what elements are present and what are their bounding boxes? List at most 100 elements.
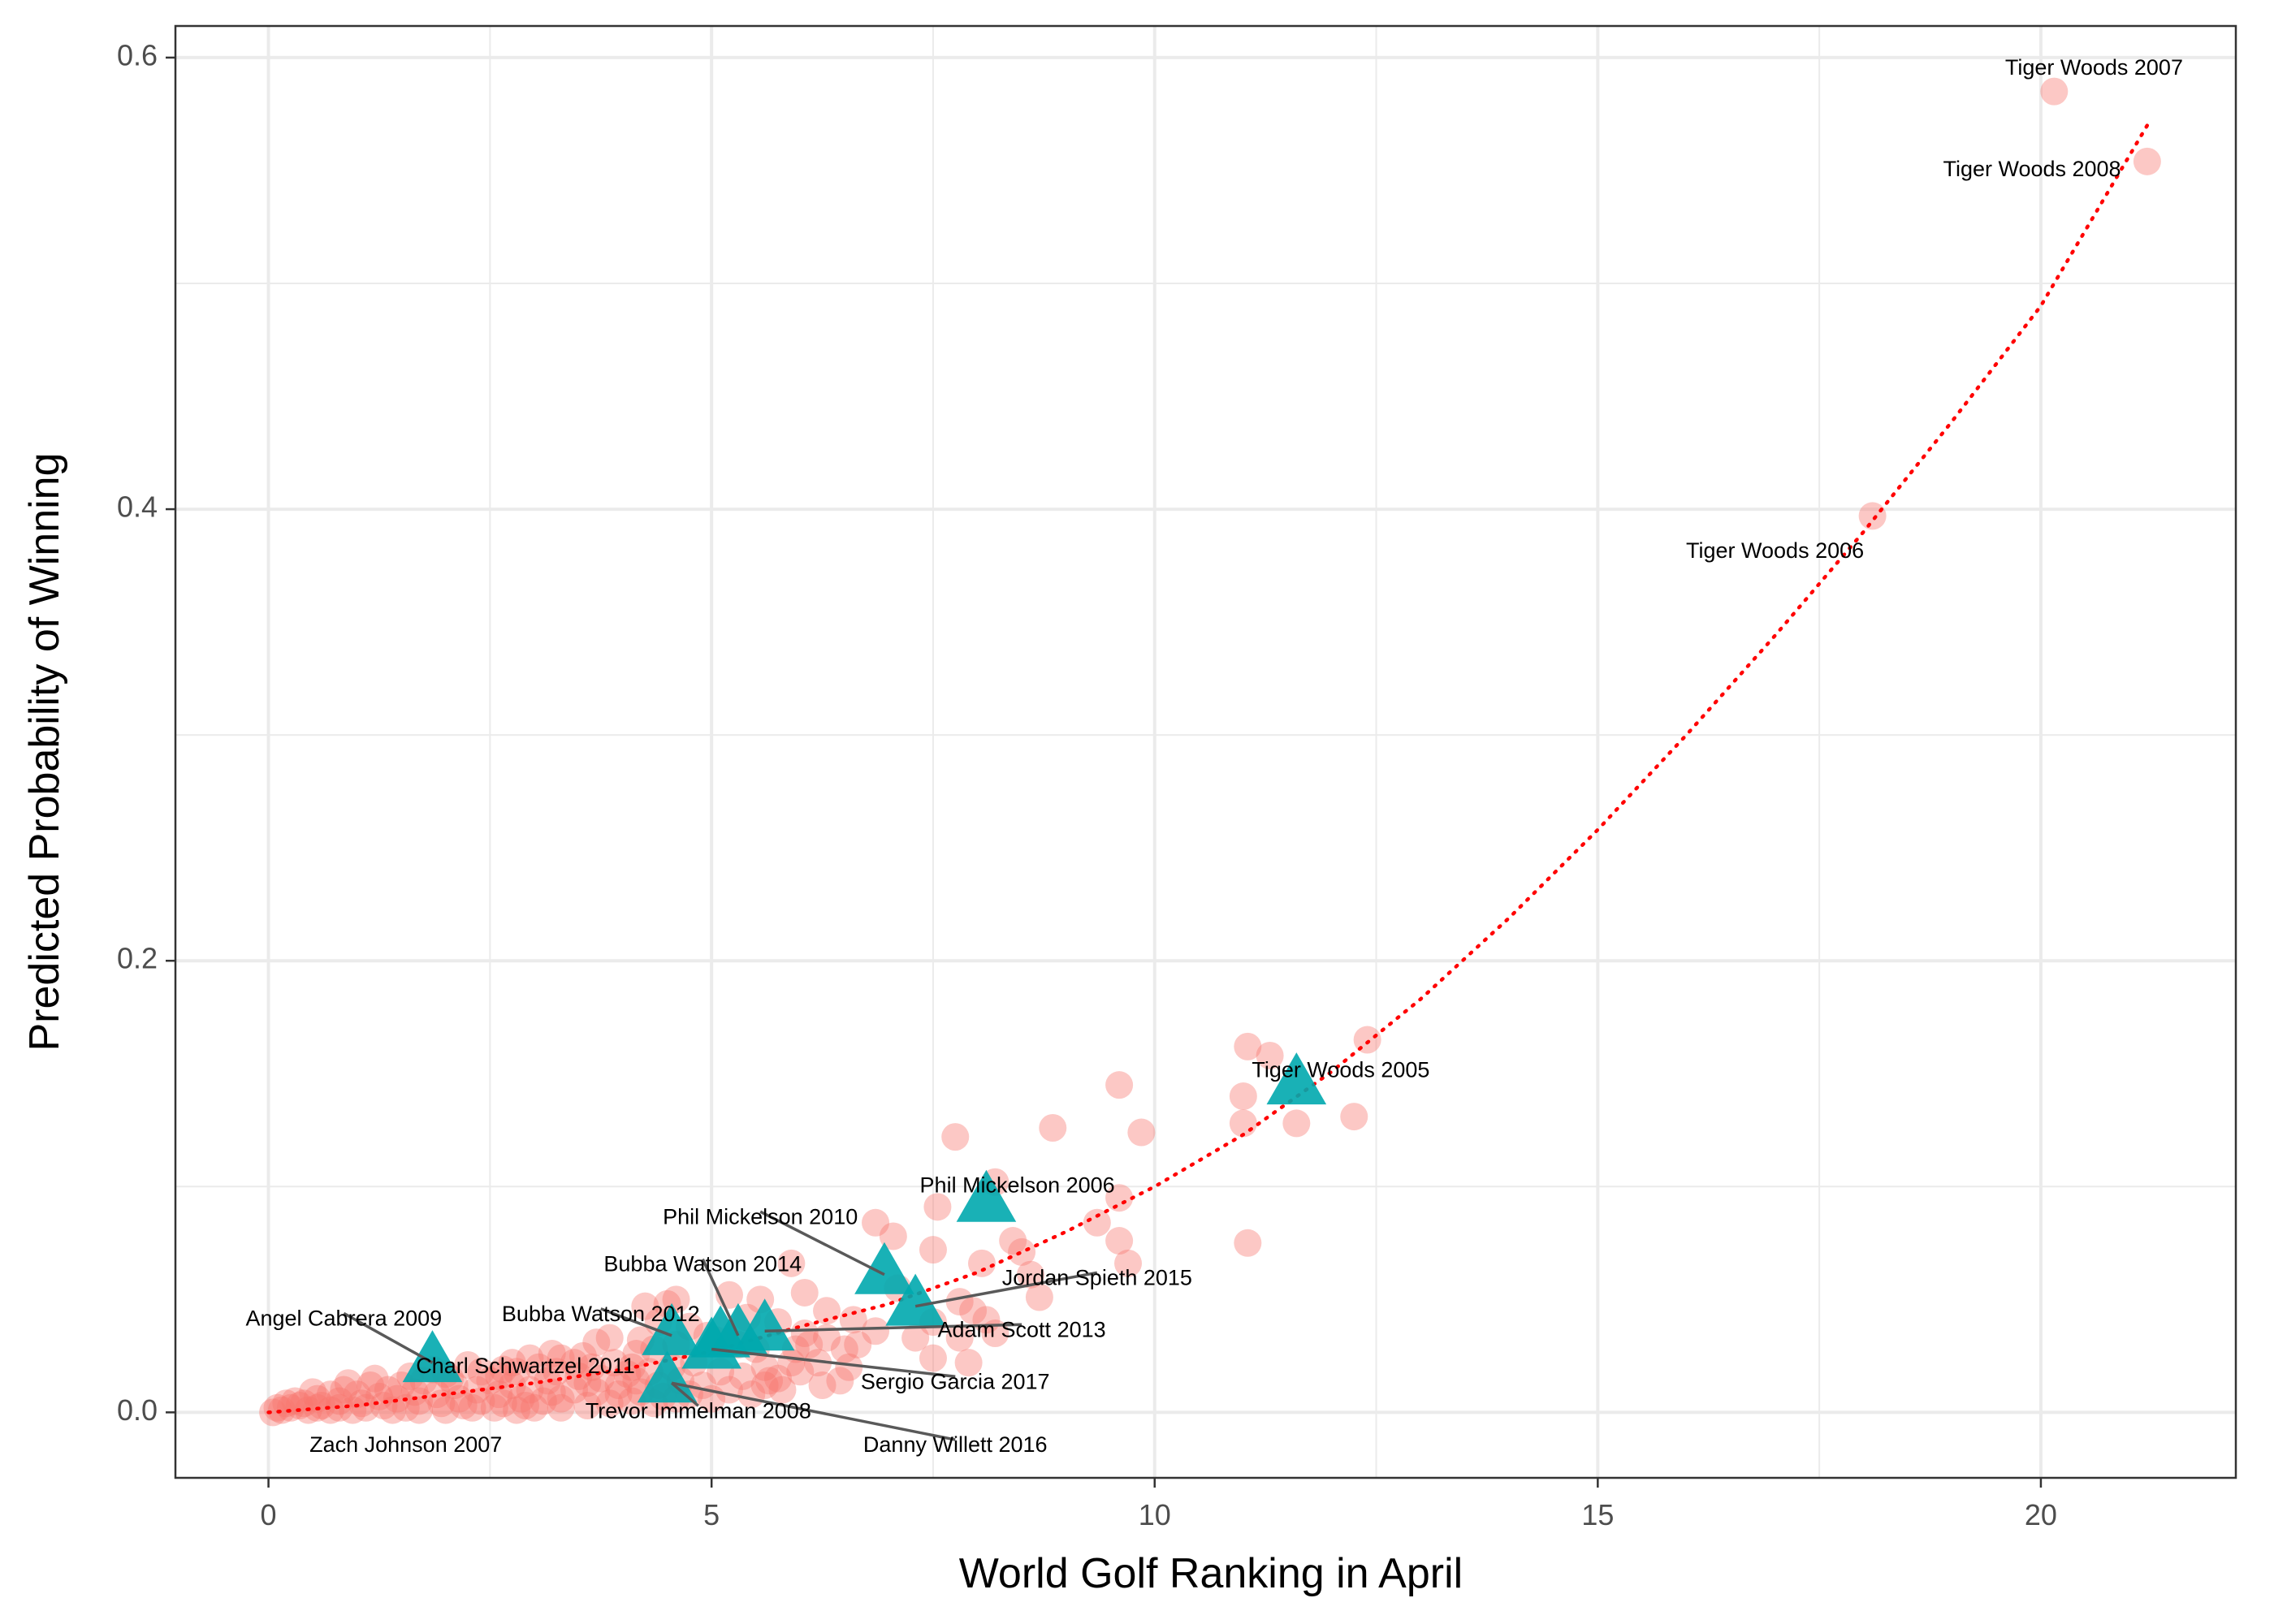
field-point — [1229, 1082, 1257, 1111]
field-point — [604, 1371, 633, 1399]
field-point — [790, 1278, 819, 1307]
annotation-label: Adam Scott 2013 — [938, 1317, 1106, 1341]
winner-point — [637, 1350, 698, 1403]
field-point — [750, 1353, 779, 1381]
field-point — [795, 1330, 824, 1358]
annotation-label: Sergio Garcia 2017 — [861, 1369, 1050, 1393]
annotation-label: Tiger Woods 2008 — [1943, 157, 2121, 181]
annotation-label: Angel Cabrera 2009 — [245, 1306, 442, 1330]
field-point — [967, 1249, 996, 1277]
field-point — [959, 1297, 988, 1325]
field-point — [786, 1358, 815, 1386]
field-point — [476, 1367, 504, 1395]
field-point — [538, 1378, 566, 1406]
field-point — [330, 1376, 358, 1404]
field-point — [512, 1392, 540, 1420]
field-point — [1340, 1103, 1368, 1131]
field-point — [582, 1378, 611, 1406]
field-point — [374, 1376, 402, 1404]
field-point — [617, 1353, 646, 1381]
annotation-leader — [701, 1258, 740, 1337]
y-axis-title: Predicted Probability of Winning — [21, 452, 68, 1051]
field-point — [1105, 1227, 1134, 1255]
annotation-label: Bubba Watson 2012 — [502, 1302, 700, 1326]
winner-point — [642, 1302, 702, 1355]
field-point — [520, 1393, 548, 1422]
field-point — [808, 1371, 837, 1399]
plot-border — [174, 24, 2237, 1479]
field-point — [777, 1249, 806, 1277]
annotation-label: Danny Willett 2016 — [863, 1432, 1048, 1457]
field-point — [525, 1353, 553, 1381]
field-point — [945, 1324, 974, 1352]
field-point — [467, 1387, 495, 1415]
x-tick-label: 5 — [703, 1498, 720, 1531]
field-point — [308, 1392, 336, 1420]
field-point — [2133, 147, 2161, 175]
field-point — [463, 1376, 491, 1404]
field-point — [498, 1349, 526, 1377]
annotation-leader — [759, 1210, 885, 1276]
field-point — [405, 1387, 434, 1415]
field-point — [582, 1328, 611, 1357]
field-point — [1008, 1237, 1036, 1266]
field-point — [267, 1396, 296, 1424]
field-point — [862, 1317, 890, 1345]
field-point — [316, 1396, 344, 1424]
winner-point — [854, 1242, 914, 1294]
field-point — [272, 1389, 300, 1418]
field-point — [1282, 1109, 1311, 1138]
field-point — [516, 1376, 544, 1404]
field-point — [516, 1344, 544, 1372]
field-point — [777, 1349, 806, 1377]
field-point — [339, 1396, 367, 1424]
trend-line-path — [266, 123, 2150, 1415]
field-point — [999, 1227, 1027, 1255]
field-point — [281, 1387, 309, 1415]
winner-point — [885, 1273, 945, 1326]
field-point — [835, 1353, 863, 1381]
winner-points — [402, 1052, 1327, 1403]
annotation-label: Phil Mickelson 2006 — [920, 1173, 1115, 1197]
field-point — [689, 1371, 717, 1399]
field-point — [348, 1389, 376, 1418]
field-point — [538, 1340, 566, 1368]
field-point — [400, 1378, 429, 1406]
field-point — [357, 1371, 385, 1399]
field-point — [600, 1349, 629, 1377]
field-point — [728, 1362, 757, 1390]
field-point — [422, 1380, 451, 1409]
field-point — [1039, 1113, 1067, 1142]
field-point — [503, 1358, 531, 1386]
annotation-label: Phil Mickelson 2010 — [663, 1204, 858, 1229]
field-point — [631, 1292, 659, 1320]
field-point — [595, 1389, 624, 1418]
field-point — [764, 1364, 793, 1393]
annotation-leader — [914, 1271, 1098, 1308]
field-point — [1105, 1184, 1134, 1212]
field-point — [919, 1344, 947, 1372]
field-point — [617, 1387, 646, 1415]
x-tick-label: 15 — [1581, 1498, 1614, 1531]
field-point — [383, 1384, 411, 1413]
field-point — [901, 1324, 930, 1352]
field-point — [378, 1396, 407, 1424]
field-point — [503, 1396, 531, 1424]
field-point — [458, 1393, 486, 1422]
field-point — [334, 1369, 362, 1397]
x-tick-label: 0 — [261, 1498, 277, 1531]
field-point — [480, 1393, 508, 1422]
x-tick-label: 20 — [2025, 1498, 2057, 1531]
y-tick-label: 0.0 — [117, 1393, 158, 1427]
axis-ticks: 0 5 10 15 20 0.0 0.2 0.4 0.6 — [117, 38, 2057, 1531]
winner-point — [956, 1169, 1017, 1222]
y-tick-label: 0.2 — [117, 942, 158, 975]
field-point — [923, 1193, 952, 1221]
field-point — [316, 1380, 344, 1409]
field-point — [547, 1384, 575, 1413]
field-point — [941, 1123, 970, 1151]
field-point — [449, 1392, 478, 1420]
x-axis-title: World Golf Ranking in April — [959, 1550, 1463, 1597]
annotation-label: Bubba Watson 2014 — [603, 1252, 802, 1276]
field-point — [1353, 1026, 1381, 1054]
